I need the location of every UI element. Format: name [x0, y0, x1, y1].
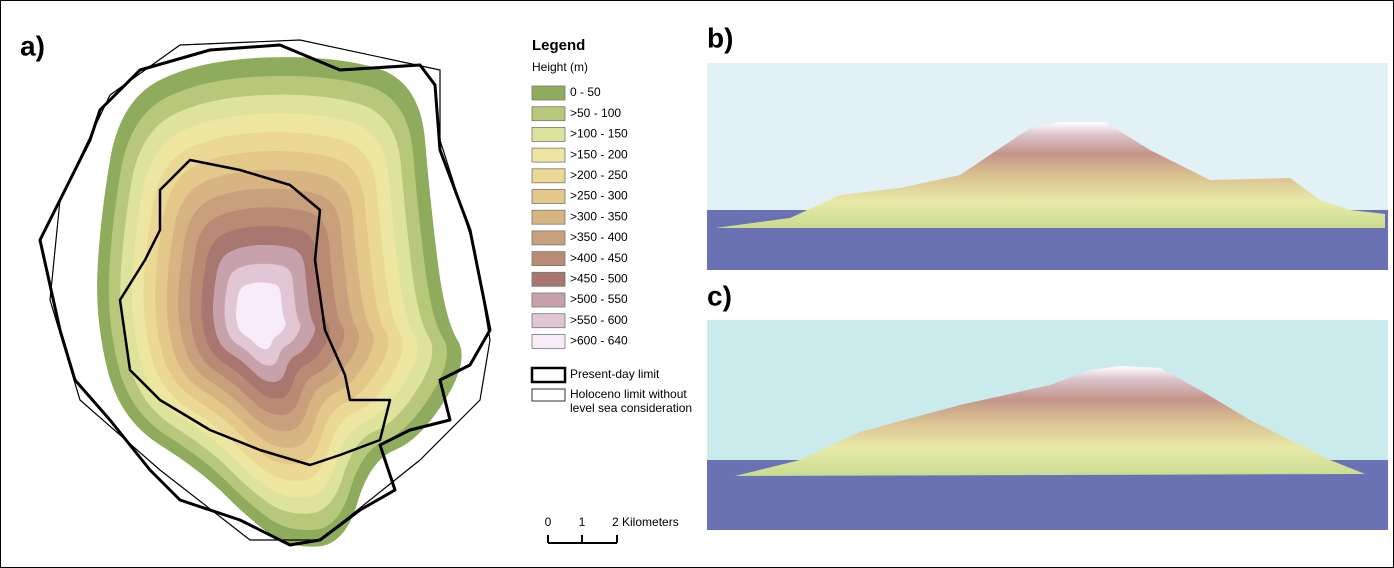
- legend-swatch-line: [532, 389, 565, 401]
- legend-label: >200 - 250: [570, 168, 628, 182]
- legend-swatch: [532, 293, 565, 307]
- figure: a) Legend Height (m) 0 - 50 >50 - 100 >100…: [0, 0, 1394, 568]
- scale-label: 0: [545, 515, 552, 529]
- legend-swatch: [532, 314, 565, 328]
- legend-swatch: [532, 127, 565, 141]
- legend-swatch: [532, 148, 565, 162]
- legend-label: >150 - 200: [570, 147, 628, 161]
- panel-label: c): [707, 280, 732, 311]
- legend-label: Holoceno limit without: [570, 387, 687, 401]
- legend-swatch: [532, 190, 565, 204]
- legend-swatch: [532, 231, 565, 245]
- scale-label: 1: [579, 515, 586, 529]
- scale-bar: [548, 535, 617, 543]
- legend-label: >100 - 150: [570, 127, 628, 141]
- legend-swatch: [532, 210, 565, 224]
- legend-label: >50 - 100: [570, 106, 621, 120]
- panel-label: b): [707, 22, 733, 53]
- legend-label: 0 - 50: [570, 85, 601, 99]
- legend-label: >250 - 300: [570, 189, 628, 203]
- legend-swatch: [532, 107, 565, 121]
- legend-label: >550 - 600: [570, 313, 628, 327]
- scale-label: 2 Kilometers: [612, 515, 679, 529]
- legend-label: >600 - 640: [570, 334, 628, 348]
- legend-label: level sea consideration: [570, 401, 692, 415]
- legend-label: >500 - 550: [570, 292, 628, 306]
- legend-swatch: [532, 86, 565, 100]
- legend-swatch: [532, 252, 565, 266]
- legend-label: >450 - 500: [570, 271, 628, 285]
- legend-swatch-line: [532, 368, 565, 382]
- legend-label: Present-day limit: [570, 367, 660, 381]
- legend-title: Legend: [532, 37, 585, 54]
- legend-label: >350 - 400: [570, 230, 628, 244]
- legend-subtitle: Height (m): [532, 60, 588, 74]
- legend-swatch: [532, 334, 565, 348]
- legend-swatch: [532, 169, 565, 183]
- legend-label: >400 - 450: [570, 251, 628, 265]
- legend-swatch: [532, 272, 565, 286]
- legend-label: >300 - 350: [570, 209, 628, 223]
- panel-label: a): [20, 30, 45, 61]
- legend: 0 - 50 >50 - 100 >100 - 150 >150 - 200 >200 …: [532, 85, 692, 415]
